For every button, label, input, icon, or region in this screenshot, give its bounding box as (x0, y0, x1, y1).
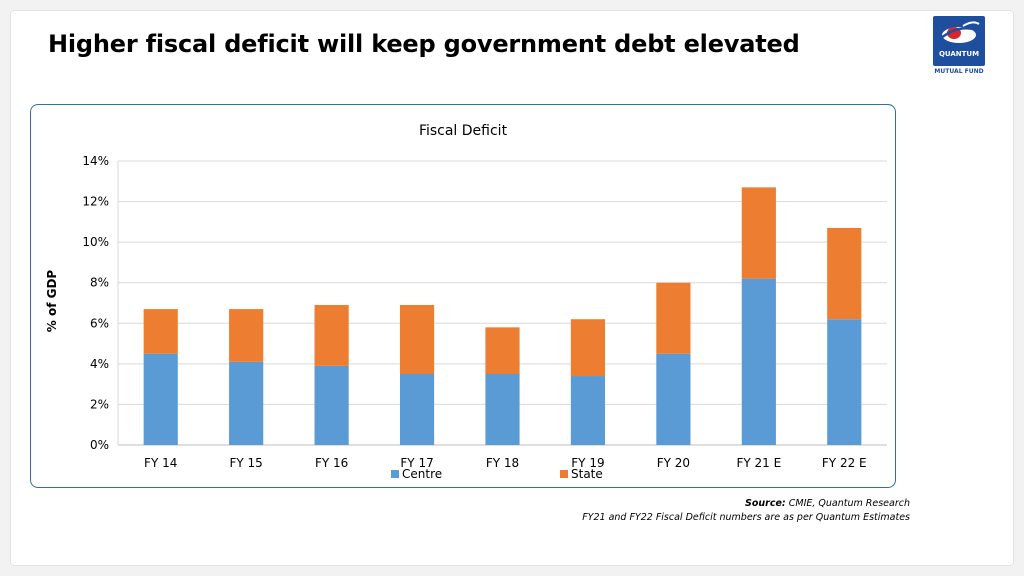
legend-label-centre: Centre (402, 467, 442, 481)
bar-centre (229, 361, 264, 445)
y-tick-label: 14% (82, 154, 109, 168)
logo-emblem-icon (940, 21, 980, 43)
bar-state (656, 282, 691, 354)
bar-state (143, 309, 178, 354)
x-tick-label: FY 14 (144, 456, 177, 470)
slide-title: Higher fiscal deficit will keep governme… (48, 30, 800, 58)
bar-state (399, 305, 435, 374)
x-tick-label: FY 20 (657, 456, 690, 470)
bar-state (485, 327, 520, 374)
bar-state (570, 319, 606, 377)
bar-centre (485, 374, 520, 445)
source-note: Source: CMIE, Quantum Research FY21 and … (582, 497, 910, 525)
bar-centre (314, 365, 349, 445)
source-label: Source: (745, 498, 786, 509)
x-tick-label: FY 16 (315, 456, 348, 470)
x-tick-label: FY 22 E (822, 456, 867, 470)
logo-subtitle: MUTUAL FUND (934, 68, 984, 75)
bar-state (741, 187, 776, 279)
bar-state (314, 305, 349, 366)
chart-title: Fiscal Deficit (419, 123, 508, 139)
y-tick-label: 4% (90, 357, 109, 371)
bar-centre (570, 376, 606, 445)
bar-centre (143, 353, 178, 445)
chart-container: Fiscal Deficit % of GDP 0% 2% 4% 6% 8% 10% 12%… (30, 104, 896, 488)
legend-swatch-centre (391, 470, 399, 478)
bar-centre (741, 278, 776, 445)
bar-centre (656, 353, 691, 445)
bar-state (827, 227, 862, 320)
x-tick-label: FY 15 (230, 456, 263, 470)
legend-swatch-state (560, 470, 568, 478)
y-axis-label: % of GDP (45, 270, 59, 333)
x-tick-label: FY 18 (486, 456, 519, 470)
y-tick-labels: 0% 2% 4% 6% 8% 10% 12% 14% (82, 154, 109, 452)
source-text: CMIE, Quantum Research (788, 498, 910, 509)
x-tick-label: FY 17 (400, 456, 433, 470)
y-tick-label: 6% (90, 316, 109, 330)
logo-wordmark: QUANTUM (938, 50, 980, 58)
y-tick-label: 8% (90, 276, 109, 290)
fiscal-deficit-chart: Fiscal Deficit % of GDP 0% 2% 4% 6% 8% 10% 12%… (45, 123, 887, 481)
x-tick-label: FY 21 E (736, 456, 781, 470)
bar-state (229, 309, 264, 362)
bar-centre (399, 374, 435, 445)
logo-badge: QUANTUM (933, 16, 985, 66)
y-tick-label: 2% (90, 397, 109, 411)
y-tick-label: 0% (90, 438, 109, 452)
bars (143, 187, 862, 445)
x-tick-label: FY 19 (571, 456, 604, 470)
x-tick-labels: FY 14 FY 15 FY 16 FY 17 FY 18 FY 19 FY 20 FY 21… (144, 456, 867, 470)
quantum-logo: QUANTUM MUTUAL FUND (924, 16, 994, 88)
legend-label-state: State (571, 467, 603, 481)
y-tick-label: 12% (82, 195, 109, 209)
legend: Centre State (391, 467, 603, 481)
y-tick-label: 10% (82, 235, 109, 249)
estimate-note: FY21 and FY22 Fiscal Deficit numbers are… (582, 512, 910, 523)
bar-centre (827, 319, 862, 445)
